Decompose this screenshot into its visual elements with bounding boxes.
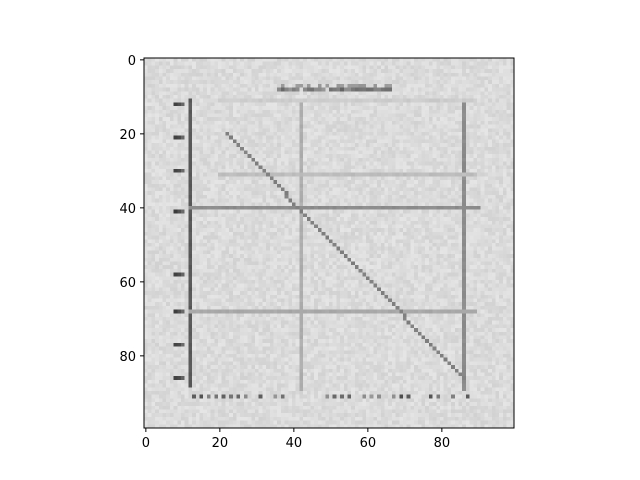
axes-frame [143,57,515,429]
y-tick-label: 20 [119,128,136,143]
heatmap-image [144,58,514,428]
x-tick-label: 0 [142,436,150,451]
y-tick-label: 60 [119,276,136,291]
x-tick-label: 60 [360,436,377,451]
y-axis: 0 20 40 60 80 [119,54,144,365]
x-tick-label: 40 [286,436,303,451]
plot-area [143,57,515,429]
x-tick-label: 80 [434,436,451,451]
y-tick-label: 0 [128,54,136,69]
y-tick-label: 40 [119,202,136,217]
x-axis: 0 20 40 60 80 [142,428,450,451]
x-tick-label: 20 [212,436,229,451]
y-tick-label: 80 [119,350,136,365]
